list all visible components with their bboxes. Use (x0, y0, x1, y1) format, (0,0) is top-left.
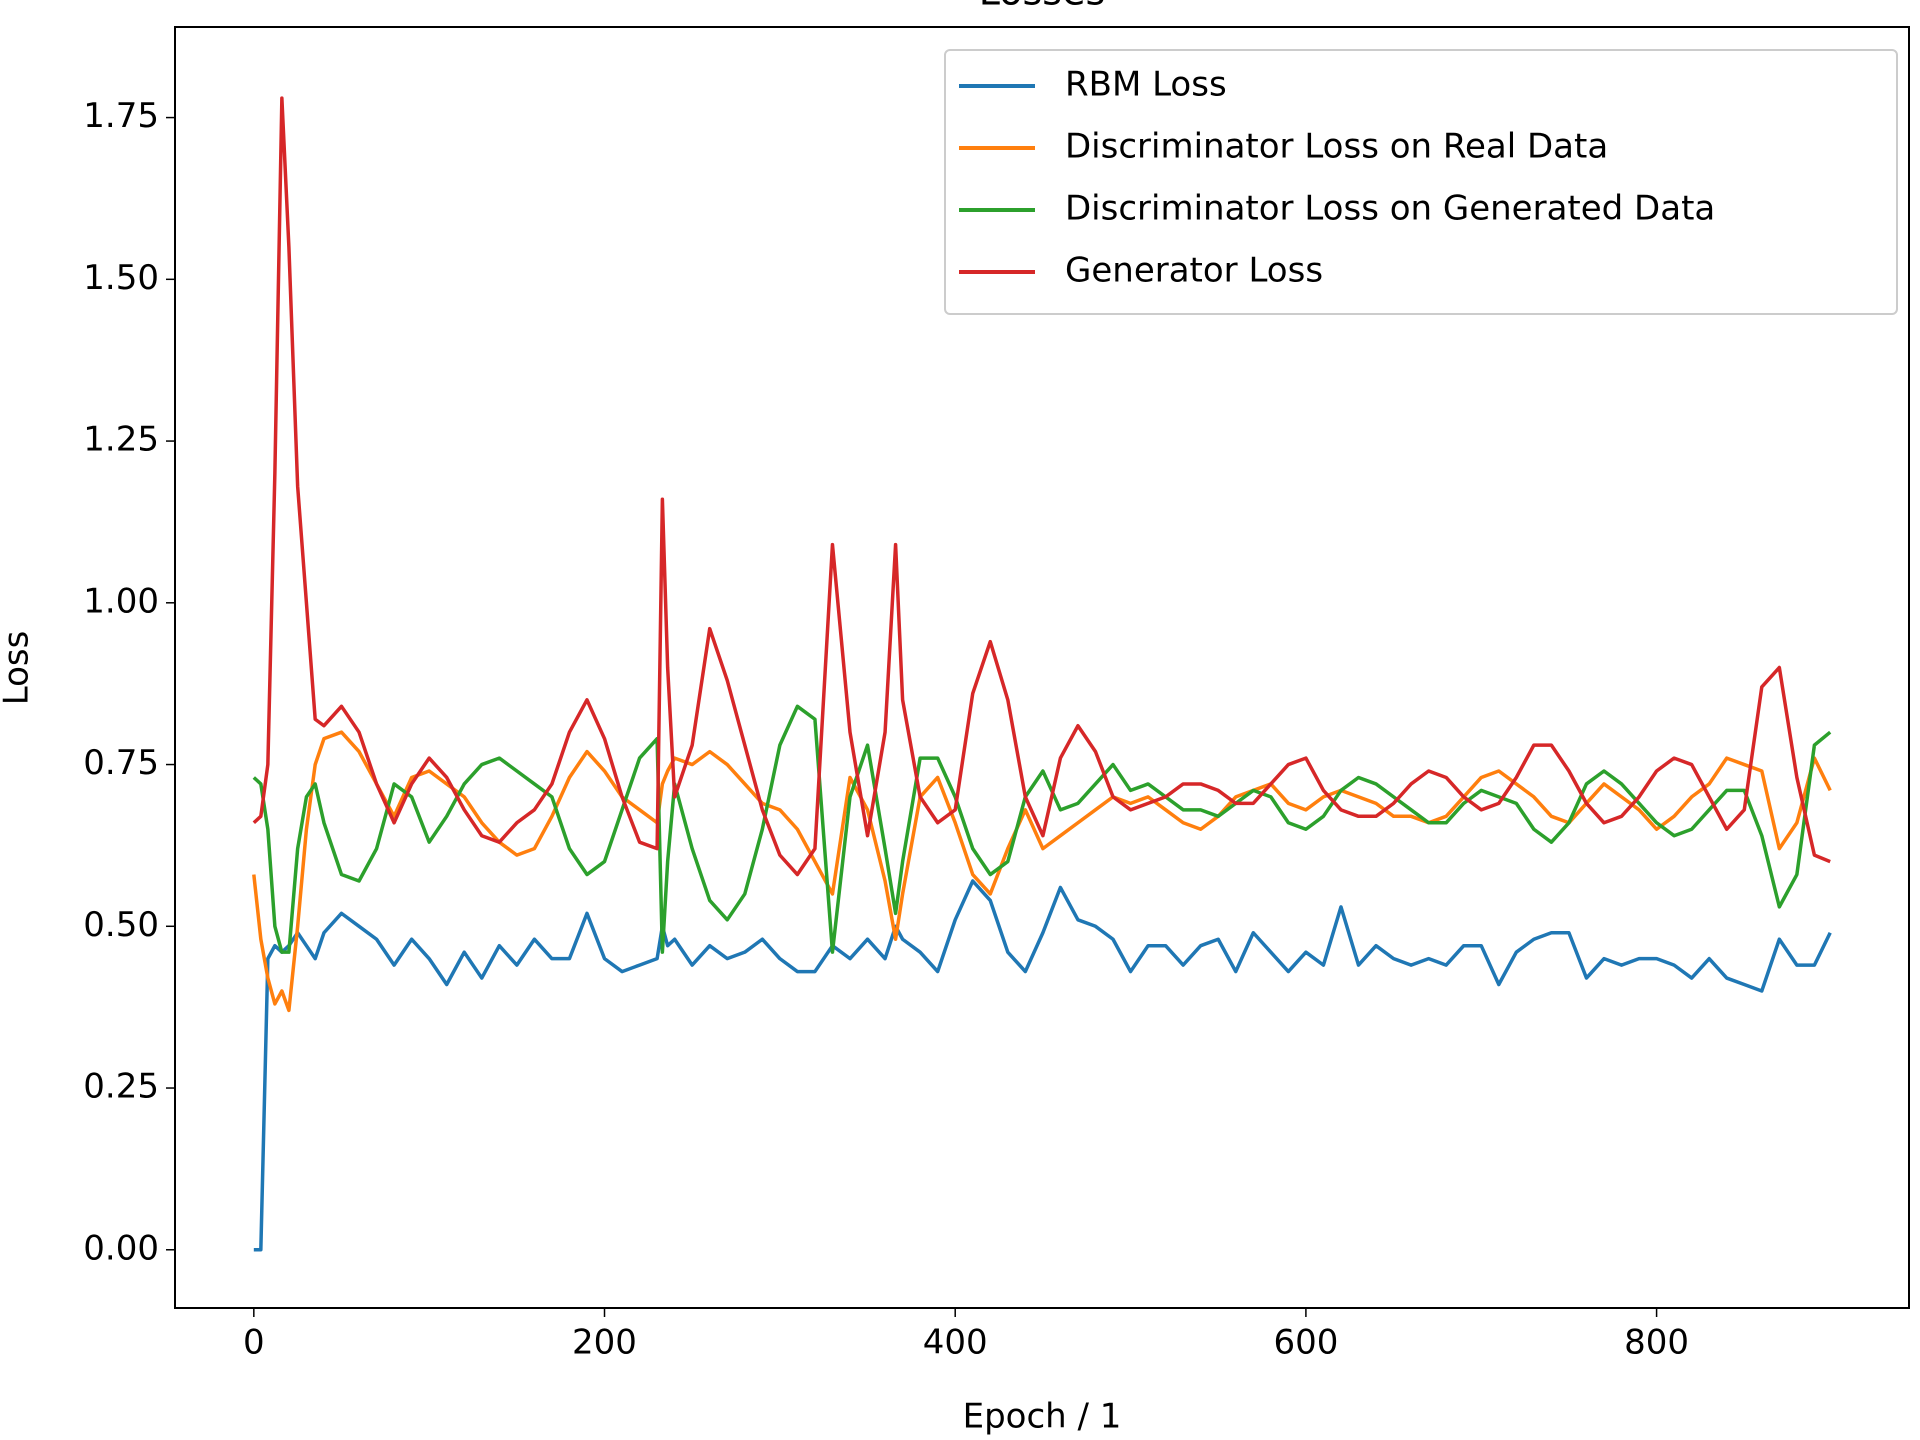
y-tick-label: 1.75 (83, 96, 159, 136)
legend: RBM Loss Discriminator Loss on Real Data D… (944, 49, 1898, 315)
data-line (252, 96, 1831, 877)
x-tick-label: 400 (923, 1323, 988, 1363)
y-tick-label: 1.25 (83, 420, 159, 460)
x-axis-label: Epoch / 1 (963, 1397, 1122, 1437)
x-tick-label: 0 (243, 1323, 265, 1363)
y-tick-label: 0.50 (83, 905, 159, 945)
x-tick-label: 800 (1624, 1323, 1689, 1363)
x-tick-label: 200 (572, 1323, 637, 1363)
x-tick-label: 600 (1273, 1323, 1338, 1363)
data-line (252, 704, 1832, 954)
legend-box (944, 49, 1898, 315)
chart-title: Losses (979, 0, 1106, 14)
legend-label: Discriminator Loss on Real Data (1065, 127, 1608, 167)
legend-label: RBM Loss (1065, 65, 1227, 105)
axes-frame (174, 26, 1910, 1309)
legend-label: Generator Loss (1065, 251, 1323, 291)
legend-label: Discriminator Loss on Generated Data (1065, 189, 1715, 229)
y-axis-label: Loss (0, 631, 37, 706)
y-tick-label: 1.50 (83, 258, 159, 298)
y-tick-label: 1.00 (83, 581, 159, 621)
data-line (253, 879, 1832, 1252)
y-tick-label: 0.25 (83, 1067, 159, 1107)
y-tick-label: 0.75 (83, 743, 159, 783)
y-tick-label: 0.00 (83, 1228, 159, 1268)
